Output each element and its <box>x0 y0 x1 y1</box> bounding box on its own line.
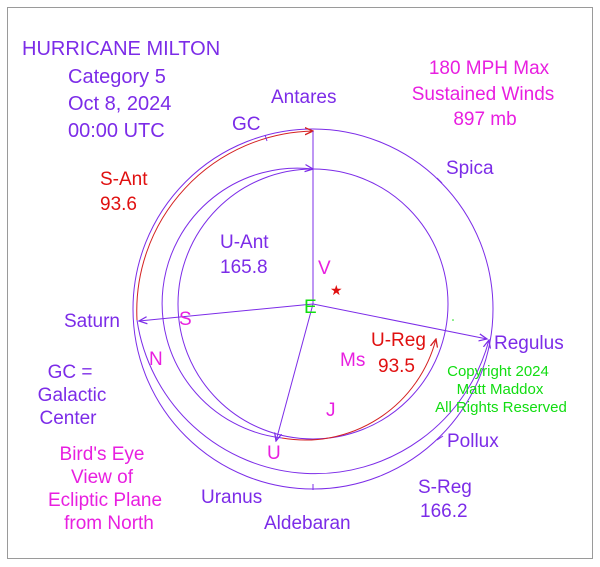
label-uranus: Uranus <box>201 487 263 508</box>
winds-line-1: 180 MPH Max <box>428 58 550 79</box>
winds-line-2: Sustained Winds <box>411 84 555 105</box>
s-ant-value: 93.6 <box>100 194 137 215</box>
star-symbol: ★ <box>330 282 343 298</box>
gc-legend-line-2: Galactic <box>37 385 107 406</box>
uranus-symbol: U <box>267 443 281 464</box>
u-reg-label: U-Reg <box>371 330 426 351</box>
title-line-1: HURRICANE MILTON <box>22 38 221 60</box>
line-to-regulus <box>312 303 487 339</box>
line-to-uranus <box>276 303 314 441</box>
view-note-line-2: View of <box>71 467 133 488</box>
view-note-line-3: Ecliptic Plane <box>47 490 163 511</box>
diagram-frame <box>7 7 593 559</box>
s-reg-label: S-Reg <box>418 477 472 498</box>
gc-legend-line-1: GC = <box>47 362 93 383</box>
view-note-line-4: from North <box>64 513 154 534</box>
s-reg-value: 166.2 <box>420 501 468 522</box>
view-note-line-1: Bird's Eye <box>59 444 145 465</box>
title-line-4: 00:00 UTC <box>68 120 165 142</box>
jupiter-symbol: J <box>326 400 336 421</box>
title-line-3: Oct 8, 2024 <box>68 93 172 115</box>
label-regulus: Regulus <box>494 333 564 354</box>
earth-symbol: E <box>304 297 317 318</box>
gc-legend-line-3: Center <box>39 408 97 429</box>
s-ant-arc <box>136 131 313 321</box>
copyright-line-1: Copyright 2024 <box>447 363 549 380</box>
s-reg-arc <box>136 319 489 475</box>
label-antares: Antares <box>271 87 337 108</box>
copyright-line-2: Matt Maddox <box>456 381 544 398</box>
title-line-2: Category 5 <box>68 66 166 88</box>
copyright-line-3: All Rights Reserved <box>435 399 567 416</box>
line-to-saturn <box>139 303 314 321</box>
label-spica: Spica <box>446 158 494 179</box>
u-ant-value: 165.8 <box>220 257 268 278</box>
label-aldebaran: Aldebaran <box>264 513 351 534</box>
tick-pollux <box>436 435 444 441</box>
neptune-symbol: N <box>149 349 163 370</box>
label-saturn: Saturn <box>64 311 120 332</box>
winds-line-3: 897 mb <box>453 109 517 130</box>
u-reg-value: 93.5 <box>378 356 415 377</box>
green-dot <box>452 319 454 321</box>
tick-spica <box>436 177 443 184</box>
label-gc: GC <box>232 114 261 135</box>
tick-gc <box>264 134 268 142</box>
venus-symbol: V <box>318 258 331 279</box>
u-ant-label: U-Ant <box>220 232 269 253</box>
s-ant-label: S-Ant <box>100 169 148 190</box>
label-pollux: Pollux <box>447 431 499 452</box>
mars-symbol: Ms <box>340 350 366 371</box>
saturn-symbol: S <box>179 309 192 330</box>
u-ant-arc <box>161 168 313 439</box>
u-reg-arc <box>281 339 436 441</box>
